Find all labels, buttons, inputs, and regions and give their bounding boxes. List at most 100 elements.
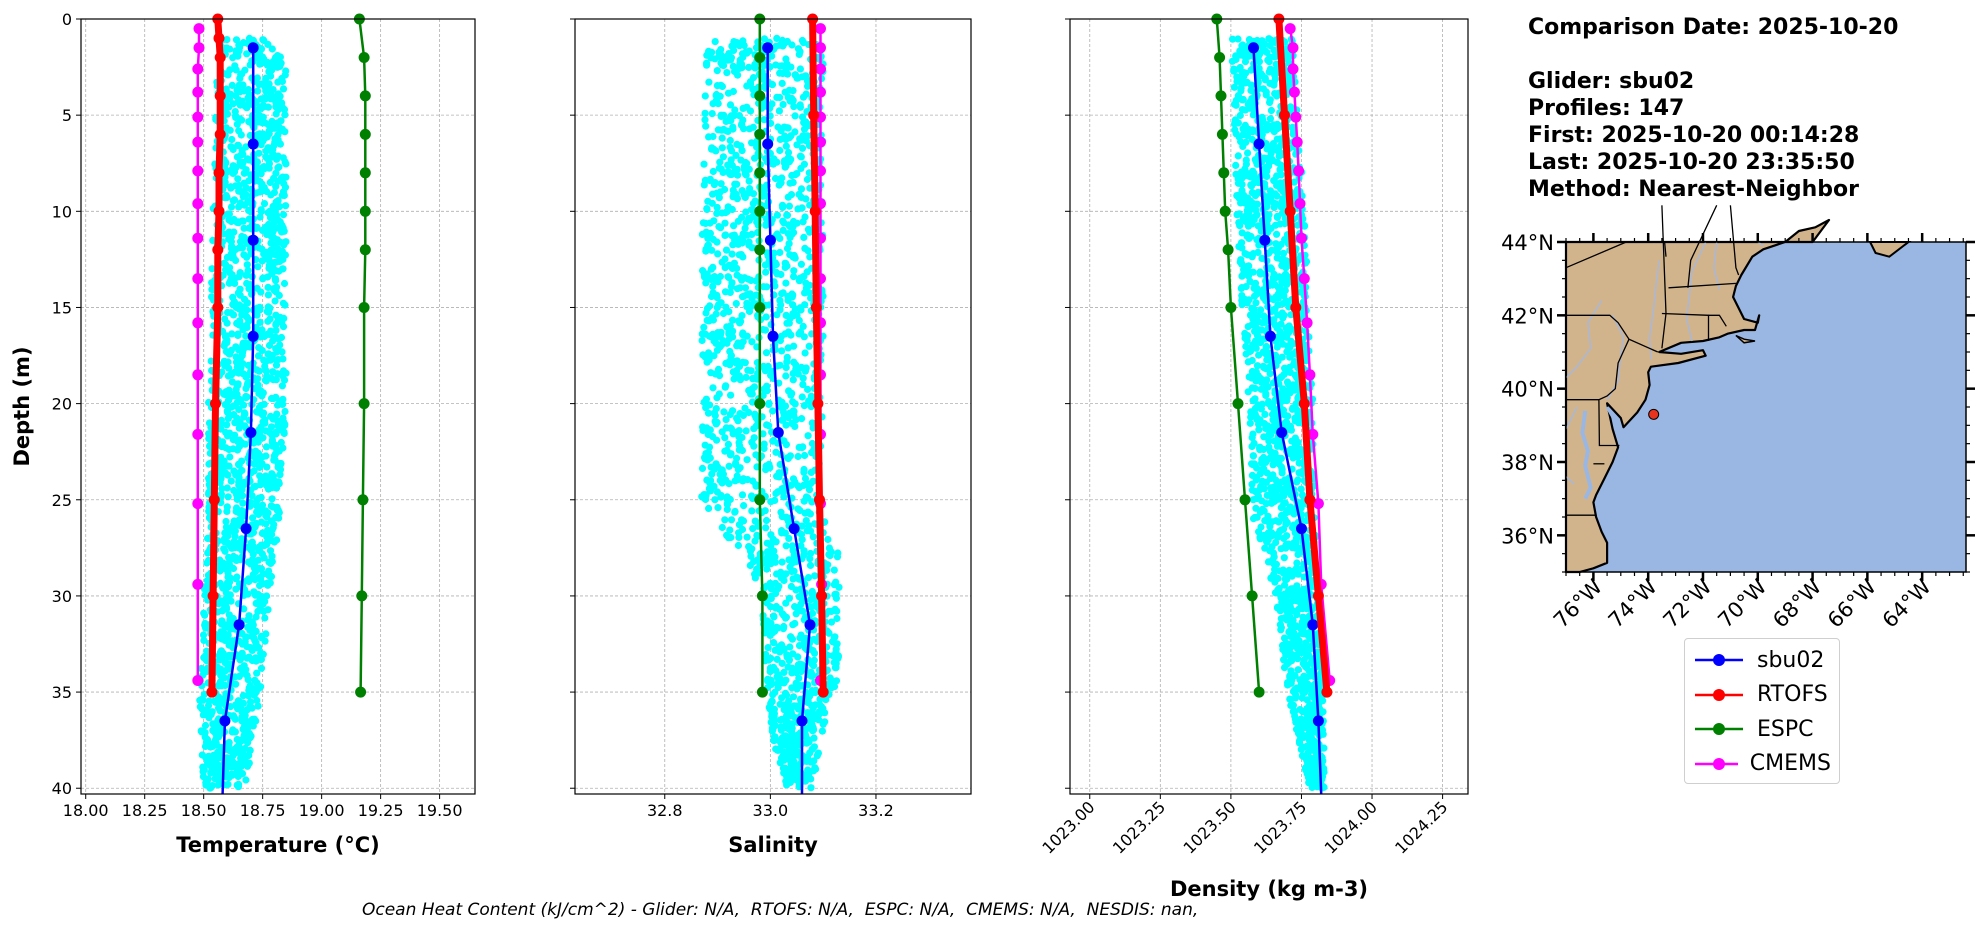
obs-point (732, 300, 740, 308)
obs-point (224, 780, 232, 789)
obs-point (799, 93, 808, 101)
obs-point (276, 252, 284, 260)
obs-point (233, 768, 241, 776)
series-point (356, 590, 368, 602)
obs-point (275, 267, 283, 275)
obs-point (259, 389, 267, 397)
obs-point (735, 317, 743, 325)
obs-point (226, 453, 234, 461)
obs-point (227, 309, 235, 317)
obs-point (1260, 433, 1268, 441)
series-point (762, 138, 774, 150)
obs-point (786, 251, 794, 259)
obs-point (800, 160, 809, 168)
obs-point (773, 746, 782, 754)
obs-point (266, 573, 274, 581)
obs-point (810, 662, 818, 670)
obs-point (739, 331, 747, 339)
obs-point (778, 694, 786, 702)
obs-point (1261, 410, 1269, 418)
obs-point (738, 491, 747, 499)
series-point (764, 234, 776, 246)
obs-point (241, 410, 249, 418)
obs-point (279, 154, 287, 162)
obs-point (253, 408, 261, 416)
obs-point (778, 398, 786, 406)
obs-point (794, 205, 802, 213)
obs-point (199, 764, 208, 772)
obs-point (779, 724, 787, 732)
obs-point (808, 589, 816, 598)
obs-point (789, 621, 797, 629)
obs-point (229, 528, 237, 536)
obs-point (797, 260, 806, 268)
obs-point (1246, 419, 1254, 427)
obs-point (227, 477, 235, 485)
obs-point (257, 53, 265, 61)
obs-point (794, 452, 802, 461)
obs-point (1277, 454, 1285, 463)
obs-point (726, 450, 735, 458)
obs-point (274, 90, 282, 98)
obs-point (222, 595, 230, 603)
obs-point (243, 643, 251, 651)
series-point (233, 619, 245, 631)
obs-point (280, 376, 289, 384)
obs-point (266, 579, 274, 587)
obs-point (261, 119, 269, 127)
obs-point (245, 686, 253, 695)
obs-point (268, 351, 276, 359)
obs-point (228, 135, 236, 144)
obs-point (818, 727, 827, 735)
obs-point (721, 255, 729, 263)
obs-point (805, 709, 813, 717)
obs-point (252, 627, 260, 636)
obs-point (269, 233, 278, 241)
obs-point (275, 480, 283, 488)
obs-point (260, 200, 269, 208)
obs-point (221, 362, 229, 370)
obs-point (832, 677, 841, 685)
obs-point (808, 439, 817, 448)
y-tick-label: 35 (52, 683, 72, 702)
obs-point (253, 496, 261, 505)
obs-point (801, 349, 809, 357)
obs-point (267, 394, 276, 403)
obs-point (1247, 86, 1255, 94)
obs-point (749, 374, 757, 382)
obs-point (271, 297, 279, 305)
obs-point (706, 302, 714, 310)
obs-point (798, 393, 806, 401)
obs-point (722, 416, 730, 424)
obs-point (224, 663, 232, 671)
obs-point (220, 695, 228, 703)
obs-point (264, 144, 272, 152)
obs-point (235, 424, 243, 432)
obs-point (771, 646, 779, 654)
obs-point (751, 410, 759, 418)
obs-point (783, 124, 791, 132)
obs-point (252, 688, 260, 696)
obs-point (698, 464, 707, 472)
obs-point (238, 754, 246, 762)
obs-point (707, 477, 715, 485)
obs-point (1280, 554, 1288, 562)
obs-point (783, 319, 791, 327)
obs-point (277, 438, 285, 447)
obs-point (236, 199, 245, 207)
obs-point (780, 437, 788, 445)
obs-point (799, 322, 807, 330)
obs-point (221, 529, 229, 537)
series-point (212, 302, 224, 313)
series-point (192, 136, 204, 148)
obs-point (225, 774, 233, 782)
obs-point (1244, 358, 1252, 366)
obs-point (249, 514, 257, 522)
obs-point (253, 669, 261, 677)
obs-point (788, 684, 796, 692)
obs-point (803, 480, 811, 488)
obs-point (788, 724, 796, 732)
obs-point (710, 145, 718, 153)
obs-point (731, 236, 739, 244)
obs-point (777, 574, 785, 582)
